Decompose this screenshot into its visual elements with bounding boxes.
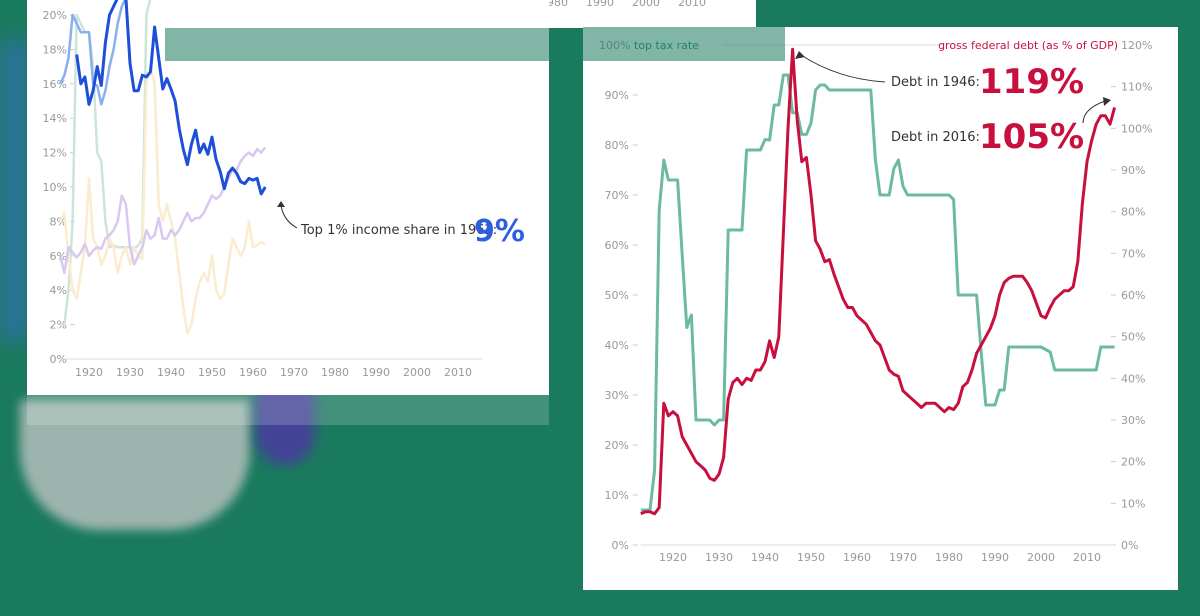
left-y-tick-label: 0% <box>612 539 629 552</box>
annotation-value: 105% <box>979 117 1084 157</box>
x-tick-label: 2010 <box>444 366 472 379</box>
x-tick-label: 1970 <box>889 551 917 564</box>
x-tick-label: 2000 <box>1027 551 1055 564</box>
right-y-tick-label: 100% <box>1121 122 1152 135</box>
right-y-tick-label: 70% <box>1121 247 1145 260</box>
tax-rate-debt-chart-svg: 0% 10% 20% 30% 40% 50% 60% 70% 80% 90% 0% 10% 20% 30%… <box>599 39 1152 564</box>
x-tick-label: 1980 <box>540 0 568 9</box>
annotation-arrow <box>800 54 886 83</box>
right-y-tick-label: 20% <box>1121 456 1145 469</box>
x-tick-label: 2010 <box>1073 551 1101 564</box>
right-y-tick-label: 0% <box>1121 539 1138 552</box>
annotation-arrow <box>280 204 298 229</box>
right-axis-title: gross federal debt (as % of GDP) <box>938 39 1118 52</box>
annotation-value: 9% <box>474 214 525 249</box>
right-y-tick-label: 60% <box>1121 289 1145 302</box>
x-tick-label: 2010 <box>678 0 706 9</box>
x-tick-label: 1980 <box>321 366 349 379</box>
series-line <box>59 65 266 335</box>
x-tick-label: 1950 <box>797 551 825 564</box>
right-y-tick-label: 50% <box>1121 331 1145 344</box>
x-tick-label: 1990 <box>586 0 614 9</box>
left-y-tick-label: 90% <box>605 89 629 102</box>
x-tick-label: 1960 <box>239 366 267 379</box>
left-y-tick-label: 20% <box>605 439 629 452</box>
right-y-tick-label: 40% <box>1121 372 1145 385</box>
left-y-tick-label: 30% <box>605 389 629 402</box>
series-line <box>60 0 152 326</box>
annotation-text: Debt in 2016: <box>891 130 980 145</box>
right-y-tick-label: 120% <box>1121 39 1152 52</box>
left-y-tick-label: 50% <box>605 289 629 302</box>
y-tick-label: 6% <box>50 250 67 263</box>
income-share-chart-svg: 0%2%4%6%8%10%12%14%16%18%20%1920 1930 1940… <box>43 0 525 379</box>
left-y-tick-label: 80% <box>605 139 629 152</box>
y-tick-label: 14% <box>43 112 67 125</box>
annotation-arrow-head <box>795 51 805 59</box>
annotation-text: Debt in 1946: <box>891 75 980 90</box>
left-y-tick-label: 40% <box>605 339 629 352</box>
x-tick-label: 1930 <box>116 366 144 379</box>
x-tick-label: 1960 <box>843 551 871 564</box>
left-y-tick-label: 60% <box>605 239 629 252</box>
x-tick-label: 1940 <box>751 551 779 564</box>
tax-rate-line <box>640 73 1115 512</box>
income-share-chart: 0% 2% 4% 6% 8% 10% 12% 14% 16% 18% 20% 1920 1930 1940… <box>27 0 549 395</box>
y-tick-label: 2% <box>50 319 67 332</box>
faded-strip <box>27 395 549 425</box>
y-tick-label: 0% <box>50 353 67 366</box>
x-tick-label: 1990 <box>981 551 1009 564</box>
annotation-text: Top 1% income share in 1962: <box>300 223 497 238</box>
series-line <box>75 0 267 196</box>
x-tick-label: 1920 <box>75 366 103 379</box>
x-tick-label: 1930 <box>705 551 733 564</box>
left-y-tick-label: 10% <box>605 489 629 502</box>
tax-rate-debt-chart: 0% 10% 20% 30% 40% 50% 60% 70% 80% 90% 0% 10% 20% 30%… <box>583 27 1178 590</box>
y-tick-label: 4% <box>50 284 67 297</box>
y-tick-label: 18% <box>43 43 67 56</box>
annotation-arrow-head <box>1103 97 1111 106</box>
green-overlay-corner <box>583 27 785 61</box>
right-y-tick-label: 30% <box>1121 414 1145 427</box>
annotation-value: 119% <box>979 62 1084 102</box>
y-tick-label: 12% <box>43 147 67 160</box>
x-tick-label: 1920 <box>659 551 687 564</box>
x-tick-label: 1970 <box>280 366 308 379</box>
debt-line <box>640 47 1117 516</box>
background-blob-gray <box>20 400 250 530</box>
annotation-arrow <box>1082 100 1106 124</box>
x-tick-label: 1980 <box>935 551 963 564</box>
series-line <box>59 146 267 275</box>
x-tick-label: 1950 <box>198 366 226 379</box>
green-overlay-strip <box>165 28 549 61</box>
right-y-tick-label: 10% <box>1121 497 1145 510</box>
y-tick-label: 20% <box>43 9 67 22</box>
x-tick-label: 2000 <box>403 366 431 379</box>
right-y-tick-label: 80% <box>1121 206 1145 219</box>
x-tick-label: 1990 <box>362 366 390 379</box>
x-tick-label: 2000 <box>632 0 660 9</box>
y-tick-label: 10% <box>43 181 67 194</box>
x-tick-label: 1940 <box>157 366 185 379</box>
left-y-tick-label: 70% <box>605 189 629 202</box>
right-y-tick-label: 110% <box>1121 81 1152 94</box>
annotation-arrow-head <box>277 201 285 207</box>
background-blob-left <box>0 40 30 340</box>
right-y-tick-label: 90% <box>1121 164 1145 177</box>
